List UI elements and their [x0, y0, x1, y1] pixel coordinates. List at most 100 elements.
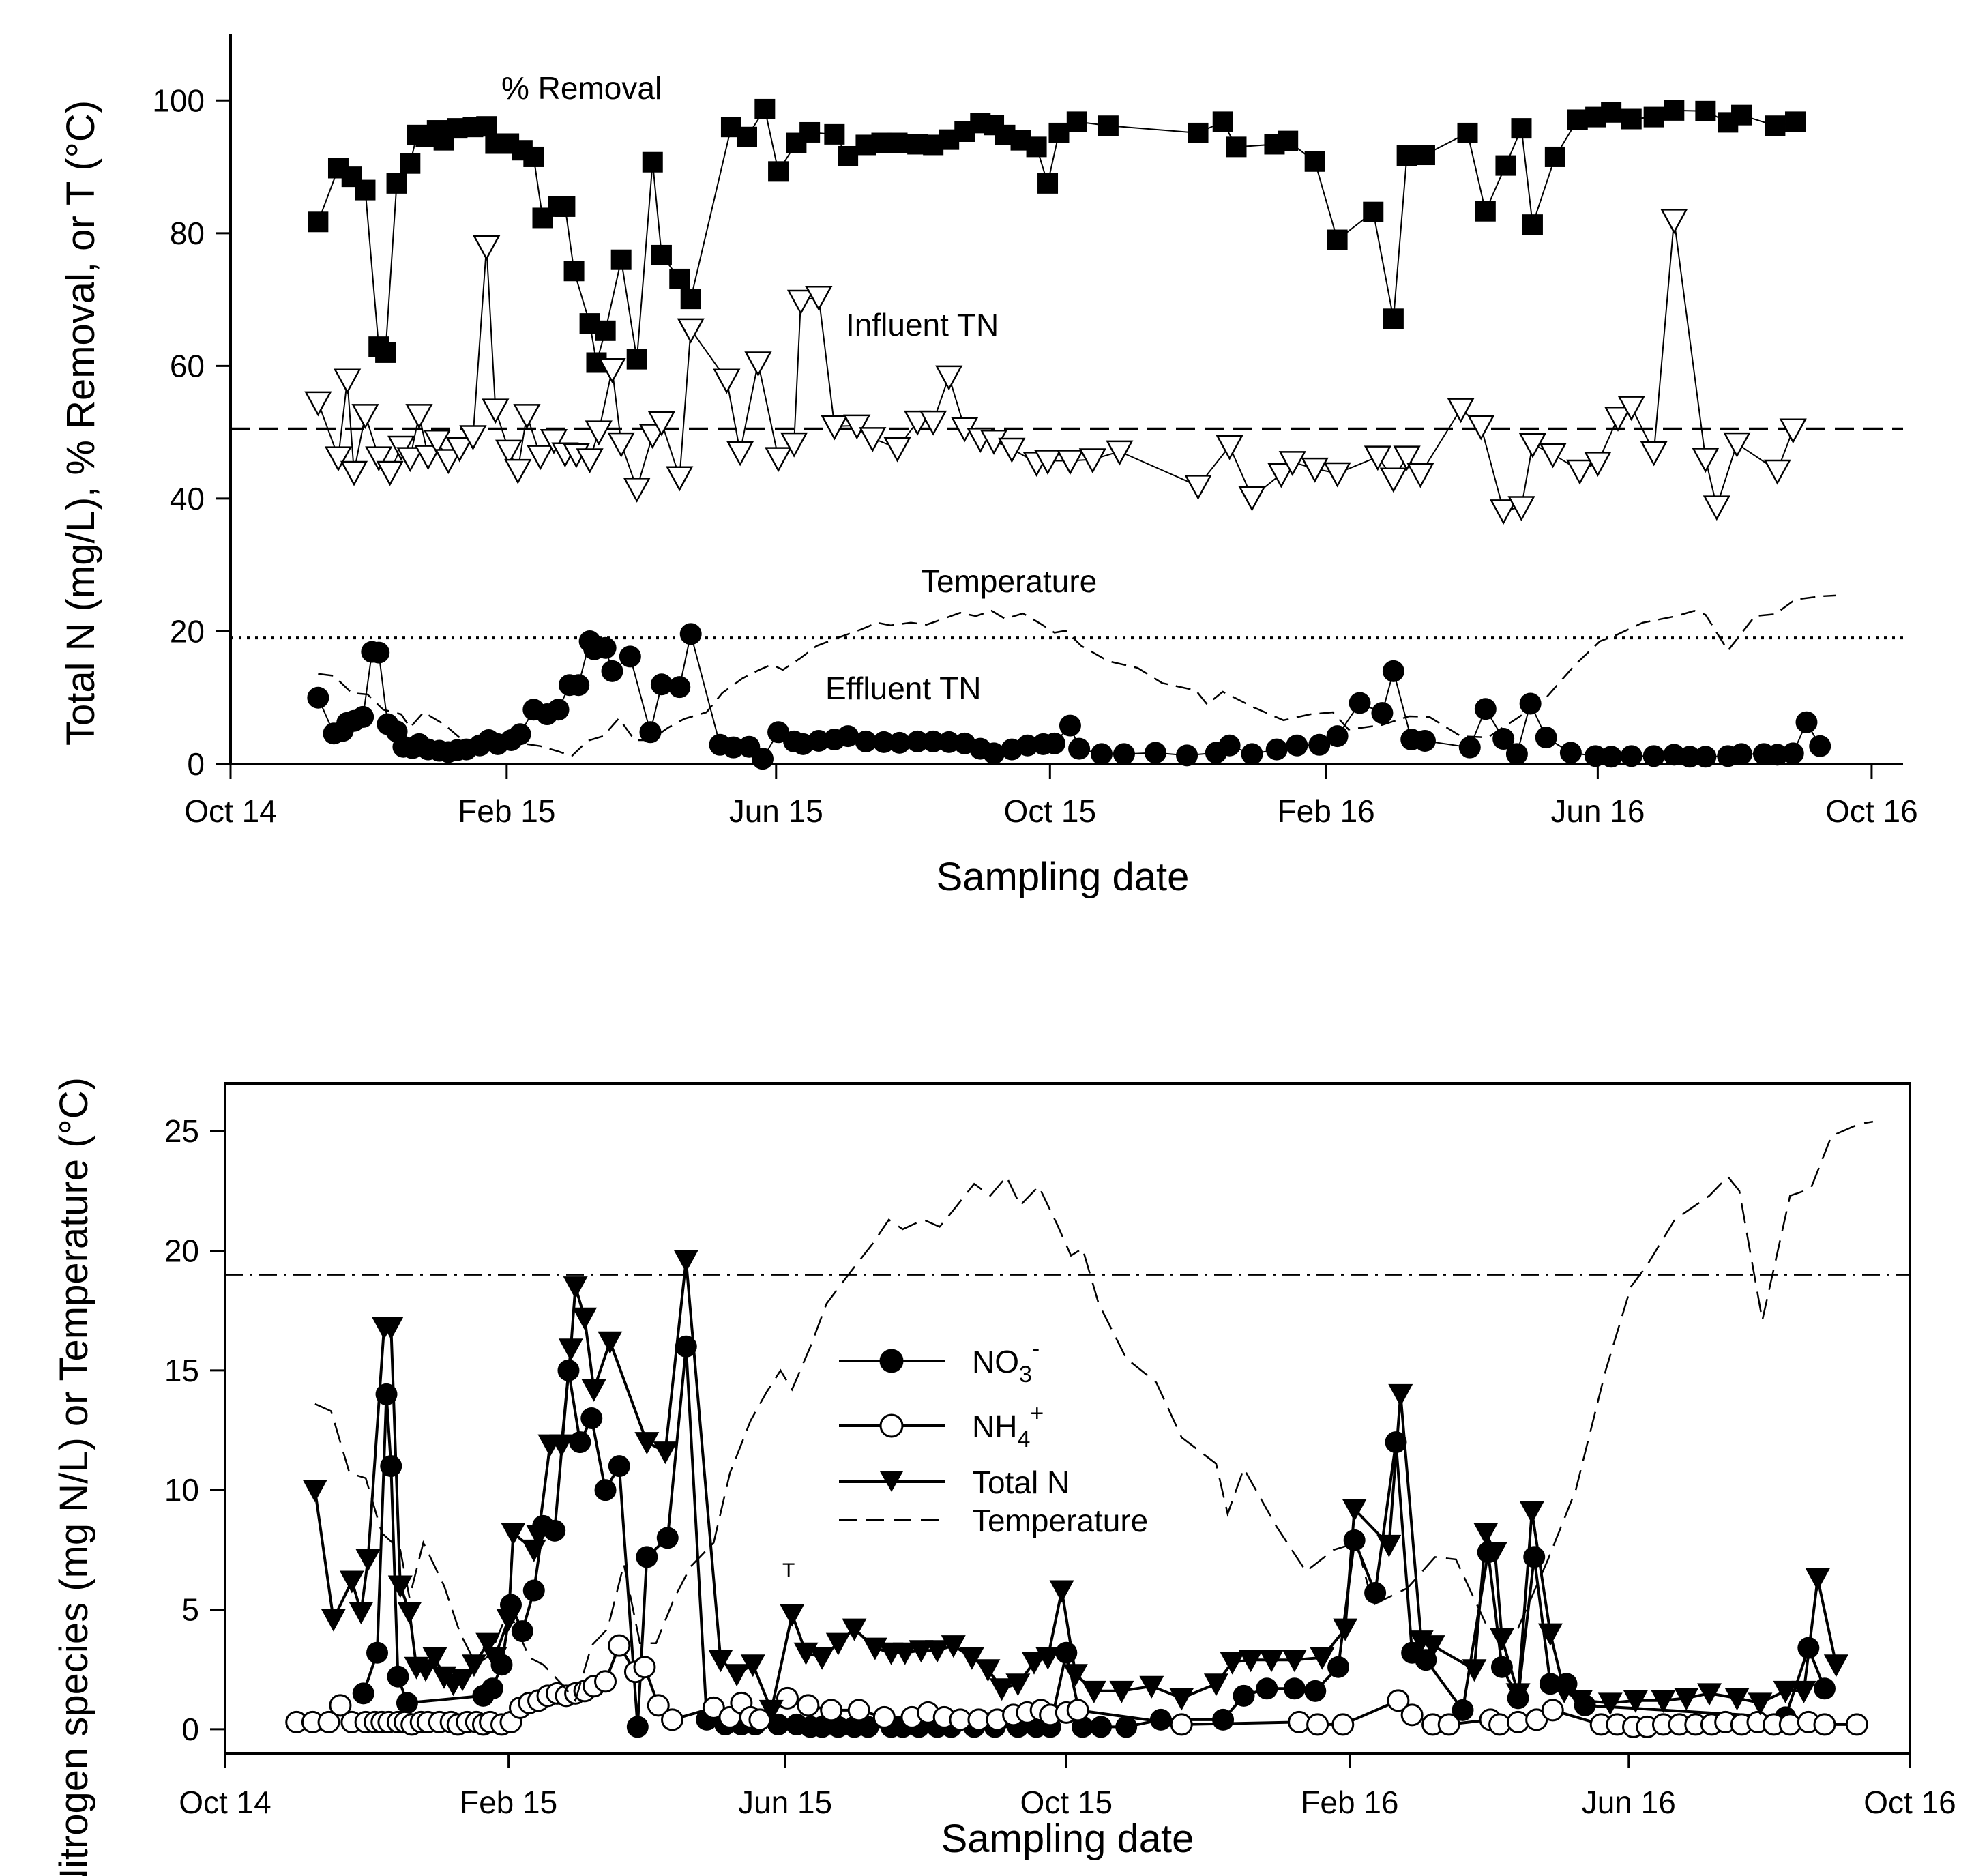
data-point-filled-circle — [808, 729, 830, 752]
data-point-open-triangle — [1278, 451, 1306, 477]
bottom-chart-panel: Oct 14 Feb 15 Jun 15 Oct 15 Feb 16 Jun 16 Oct … — [52, 1077, 1956, 1876]
data-point-open-triangle — [859, 427, 887, 453]
data-point-filled-triangle — [1333, 1618, 1358, 1641]
data-point-square — [1188, 122, 1209, 143]
data-point-filled-circle — [675, 1335, 697, 1358]
data-point-filled-circle — [1113, 743, 1135, 765]
top-chart-panel: Oct 14 Feb 15 Jun 15 Oct 15 Feb 16 Jun 16 Oct … — [59, 34, 1918, 899]
data-point-filled-circle — [1343, 1529, 1366, 1551]
data-point-open-triangle — [445, 437, 473, 463]
data-point-open-triangle — [919, 410, 947, 436]
data-point-square — [1304, 151, 1325, 172]
data-point-open-triangle — [324, 446, 353, 472]
data-point-filled-triangle — [825, 1632, 851, 1656]
data-point-open-triangle — [423, 430, 451, 455]
data-point-filled-circle — [811, 1716, 834, 1738]
data-point-filled-circle — [1813, 1677, 1836, 1700]
data-point-filled-triangle — [740, 1654, 765, 1677]
data-point-open-triangle — [576, 448, 604, 474]
data-point-filled-circle — [619, 645, 641, 668]
data-point-square — [610, 249, 632, 270]
data-point-filled-circle — [827, 1716, 849, 1738]
series-line-total-n — [313, 1260, 1838, 1715]
data-point-open-circle — [1331, 1713, 1355, 1736]
data-point-open-triangle — [780, 432, 808, 458]
data-point-square — [1026, 136, 1047, 158]
data-point-open-circle — [776, 1686, 799, 1710]
data-point-filled-circle — [1176, 744, 1198, 767]
data-point-filled-triangle — [1420, 1635, 1445, 1658]
data-point-filled-triangle — [1238, 1650, 1263, 1673]
data-point-filled-triangle — [339, 1570, 364, 1594]
data-point-square — [476, 116, 497, 137]
legend-label-temperature: Temperature — [972, 1503, 1148, 1538]
data-point-square — [1037, 173, 1059, 194]
data-point-open-triangle — [1033, 450, 1062, 475]
data-point-filled-circle — [352, 1682, 374, 1705]
data-point-filled-circle — [352, 705, 374, 728]
legend-item-no3: NO3- — [839, 1336, 1040, 1388]
data-point-square — [1695, 100, 1716, 121]
data-point-filled-circle — [752, 748, 774, 770]
data-point-open-circle — [1288, 1710, 1311, 1733]
data-point-open-circle — [797, 1694, 820, 1717]
y-tick-label: 15 — [164, 1353, 199, 1388]
data-point-filled-triangle — [1773, 1680, 1798, 1703]
data-point-filled-circle — [983, 742, 1005, 765]
data-point-filled-circle — [568, 674, 590, 697]
data-point-filled-circle — [594, 636, 617, 659]
data-point-square — [680, 289, 701, 310]
data-point-filled-triangle — [461, 1654, 486, 1677]
data-point-open-circle — [820, 1699, 843, 1722]
data-point-filled-triangle — [925, 1640, 950, 1663]
data-point-filled-circle — [1730, 743, 1753, 765]
data-point-filled-circle — [1585, 745, 1607, 767]
data-point-filled-triangle — [1724, 1688, 1750, 1711]
data-point-filled-circle — [907, 730, 929, 752]
data-point-open-triangle — [585, 420, 613, 446]
data-point-filled-triangle — [1049, 1580, 1074, 1603]
data-point-filled-triangle — [1473, 1523, 1499, 1546]
data-point-open-triangle — [414, 445, 442, 471]
data-point-square — [400, 153, 421, 174]
data-point-square — [355, 179, 376, 201]
data-point-square — [736, 126, 757, 147]
data-point-open-triangle — [1692, 448, 1720, 473]
data-point-open-triangle — [1539, 443, 1567, 469]
top-annotation-effluent: Effluent TN — [825, 671, 981, 706]
data-point-open-circle — [1845, 1713, 1868, 1736]
data-point-filled-circle — [1326, 725, 1349, 748]
data-point-filled-circle — [1256, 1677, 1278, 1700]
data-point-filled-circle — [922, 730, 945, 752]
data-point-open-triangle — [1617, 396, 1645, 422]
data-point-filled-circle — [1474, 698, 1497, 720]
data-point-filled-triangle — [1748, 1692, 1773, 1716]
data-point-open-triangle — [764, 447, 793, 473]
data-point-square — [1226, 136, 1247, 158]
data-point-square — [1066, 111, 1087, 132]
data-point-filled-triangle — [1035, 1647, 1061, 1670]
data-point-filled-triangle — [1376, 1534, 1402, 1557]
data-point-open-triangle — [1584, 452, 1612, 477]
data-point-filled-triangle — [521, 1539, 546, 1562]
data-point-square — [555, 196, 576, 217]
y-tick-label: 20 — [170, 613, 205, 649]
data-point-open-triangle — [598, 357, 626, 383]
data-point-filled-circle — [1265, 738, 1288, 761]
data-point-filled-triangle — [724, 1664, 750, 1687]
data-point-square — [651, 244, 672, 265]
data-point-filled-triangle — [1022, 1652, 1047, 1675]
x-tick-label: Jun 16 — [1582, 1785, 1676, 1820]
data-point-open-circle — [661, 1708, 684, 1731]
x-tick-label: Oct 14 — [184, 793, 277, 829]
legend-marker-filled-triangle — [880, 1471, 903, 1492]
y-tick-label: 0 — [181, 1712, 199, 1747]
data-point-filled-circle — [1059, 714, 1081, 737]
data-point-open-circle — [847, 1699, 870, 1722]
data-point-open-triangle — [979, 430, 1008, 455]
data-point-filled-circle — [608, 1455, 630, 1478]
data-point-filled-circle — [594, 1479, 617, 1501]
data-point-square — [642, 151, 663, 173]
x-tick-label: Feb 15 — [458, 793, 555, 829]
